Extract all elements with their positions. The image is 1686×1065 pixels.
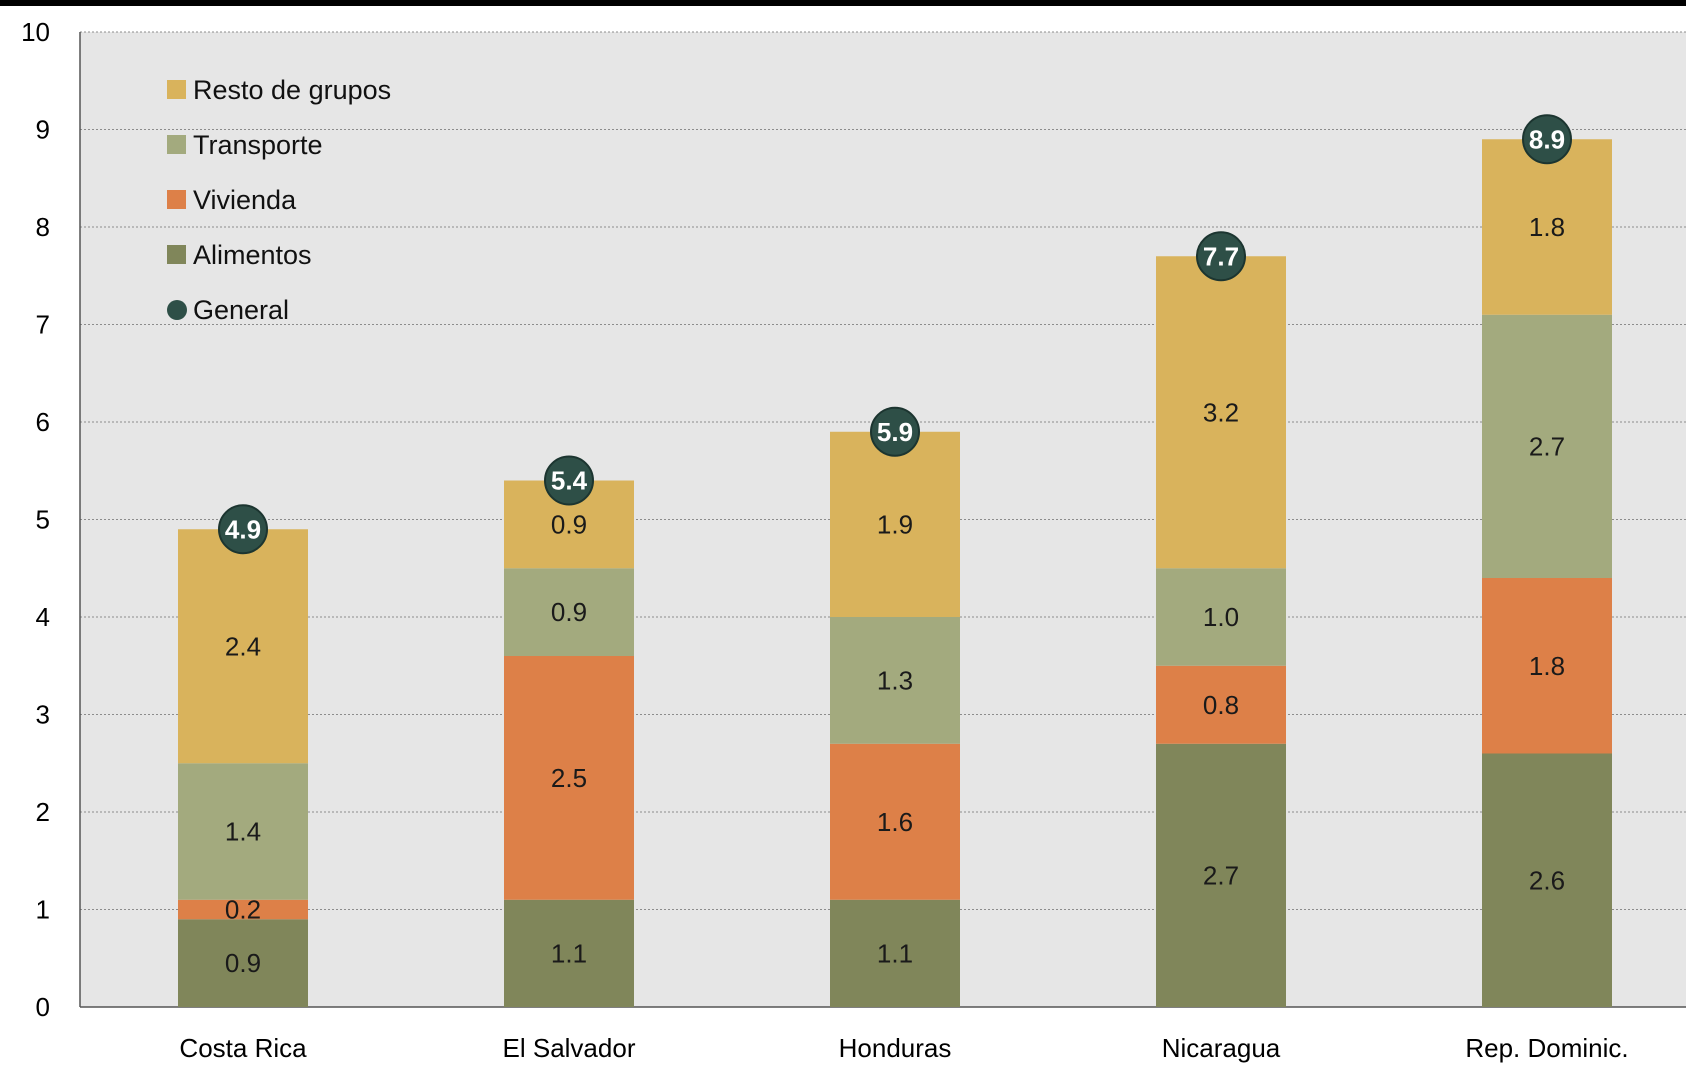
segment-value-label: 0.9 bbox=[551, 597, 587, 627]
y-tick-label: 4 bbox=[36, 602, 50, 632]
y-tick-label: 0 bbox=[36, 992, 50, 1022]
total-marker bbox=[544, 455, 594, 506]
bar-segment bbox=[1156, 743, 1286, 1007]
total-value-label: 5.9 bbox=[877, 417, 913, 447]
x-category-label: Rep. Dominic. bbox=[1465, 1033, 1628, 1063]
top-rule bbox=[0, 0, 1686, 6]
bar-segment bbox=[1156, 568, 1286, 666]
legend-label: Vivienda bbox=[193, 185, 297, 215]
legend-swatch bbox=[167, 190, 186, 209]
segment-value-label: 1.1 bbox=[551, 938, 587, 968]
bar-segment bbox=[830, 431, 960, 617]
segment-value-label: 1.9 bbox=[877, 509, 913, 539]
bar-segment bbox=[1156, 256, 1286, 569]
x-category-label: Costa Rica bbox=[179, 1033, 307, 1063]
bar-segment bbox=[1482, 139, 1612, 315]
legend-swatch bbox=[167, 80, 186, 99]
y-tick-label: 6 bbox=[36, 407, 50, 437]
legend-swatch bbox=[167, 135, 186, 154]
y-tick-label: 10 bbox=[21, 17, 50, 47]
bar-segment bbox=[504, 899, 634, 1007]
segment-value-label: 2.6 bbox=[1529, 865, 1565, 895]
segment-value-label: 0.8 bbox=[1203, 690, 1239, 720]
bar-segment bbox=[178, 763, 308, 900]
segment-value-label: 1.8 bbox=[1529, 651, 1565, 681]
y-tick-label: 2 bbox=[36, 797, 50, 827]
total-value-label: 5.4 bbox=[551, 466, 588, 496]
segment-value-label: 2.7 bbox=[1529, 431, 1565, 461]
bar-segment bbox=[830, 617, 960, 744]
segment-value-label: 1.3 bbox=[877, 665, 913, 695]
segment-value-label: 2.4 bbox=[225, 631, 261, 661]
segment-value-label: 3.2 bbox=[1203, 397, 1239, 427]
bar-segment bbox=[178, 919, 308, 1007]
legend-label: General bbox=[193, 295, 289, 325]
legend-label: Transporte bbox=[193, 130, 323, 160]
x-category-label: El Salvador bbox=[503, 1033, 636, 1063]
segment-value-label: 2.5 bbox=[551, 763, 587, 793]
bar-segment bbox=[1156, 665, 1286, 744]
bar-segment bbox=[504, 656, 634, 900]
bar-segment bbox=[830, 743, 960, 900]
y-tick-label: 8 bbox=[36, 212, 50, 242]
total-marker bbox=[1522, 114, 1572, 165]
total-value-label: 4.9 bbox=[225, 514, 261, 544]
bar-segment bbox=[504, 568, 634, 656]
total-marker bbox=[1196, 231, 1246, 282]
segment-value-label: 0.9 bbox=[225, 948, 261, 978]
legend-label: Alimentos bbox=[193, 240, 312, 270]
total-marker bbox=[870, 406, 920, 457]
y-tick-label: 1 bbox=[36, 895, 50, 925]
bar-segment bbox=[830, 899, 960, 1007]
y-tick-label: 5 bbox=[36, 505, 50, 535]
legend-label: Resto de grupos bbox=[193, 75, 391, 105]
segment-value-label: 1.0 bbox=[1203, 602, 1239, 632]
segment-value-label: 1.4 bbox=[225, 817, 261, 847]
y-tick-label: 7 bbox=[36, 310, 50, 340]
bar-segment bbox=[178, 899, 308, 920]
bar-segment bbox=[178, 529, 308, 764]
total-value-label: 7.7 bbox=[1203, 241, 1239, 271]
segment-value-label: 0.9 bbox=[551, 509, 587, 539]
segment-value-label: 1.1 bbox=[877, 938, 913, 968]
segment-value-label: 1.8 bbox=[1529, 212, 1565, 242]
x-category-label: Honduras bbox=[839, 1033, 952, 1063]
x-category-label: Nicaragua bbox=[1162, 1033, 1281, 1063]
bar-segment bbox=[1482, 314, 1612, 578]
y-tick-label: 3 bbox=[36, 700, 50, 730]
total-marker bbox=[218, 504, 268, 555]
segment-value-label: 1.6 bbox=[877, 807, 913, 837]
legend-marker bbox=[167, 300, 187, 320]
total-value-label: 8.9 bbox=[1529, 124, 1565, 154]
bar-segment bbox=[1482, 753, 1612, 1007]
y-tick-label: 9 bbox=[36, 115, 50, 145]
bar-segment bbox=[1482, 578, 1612, 754]
legend-swatch bbox=[167, 245, 186, 264]
segment-value-label: 2.7 bbox=[1203, 860, 1239, 890]
